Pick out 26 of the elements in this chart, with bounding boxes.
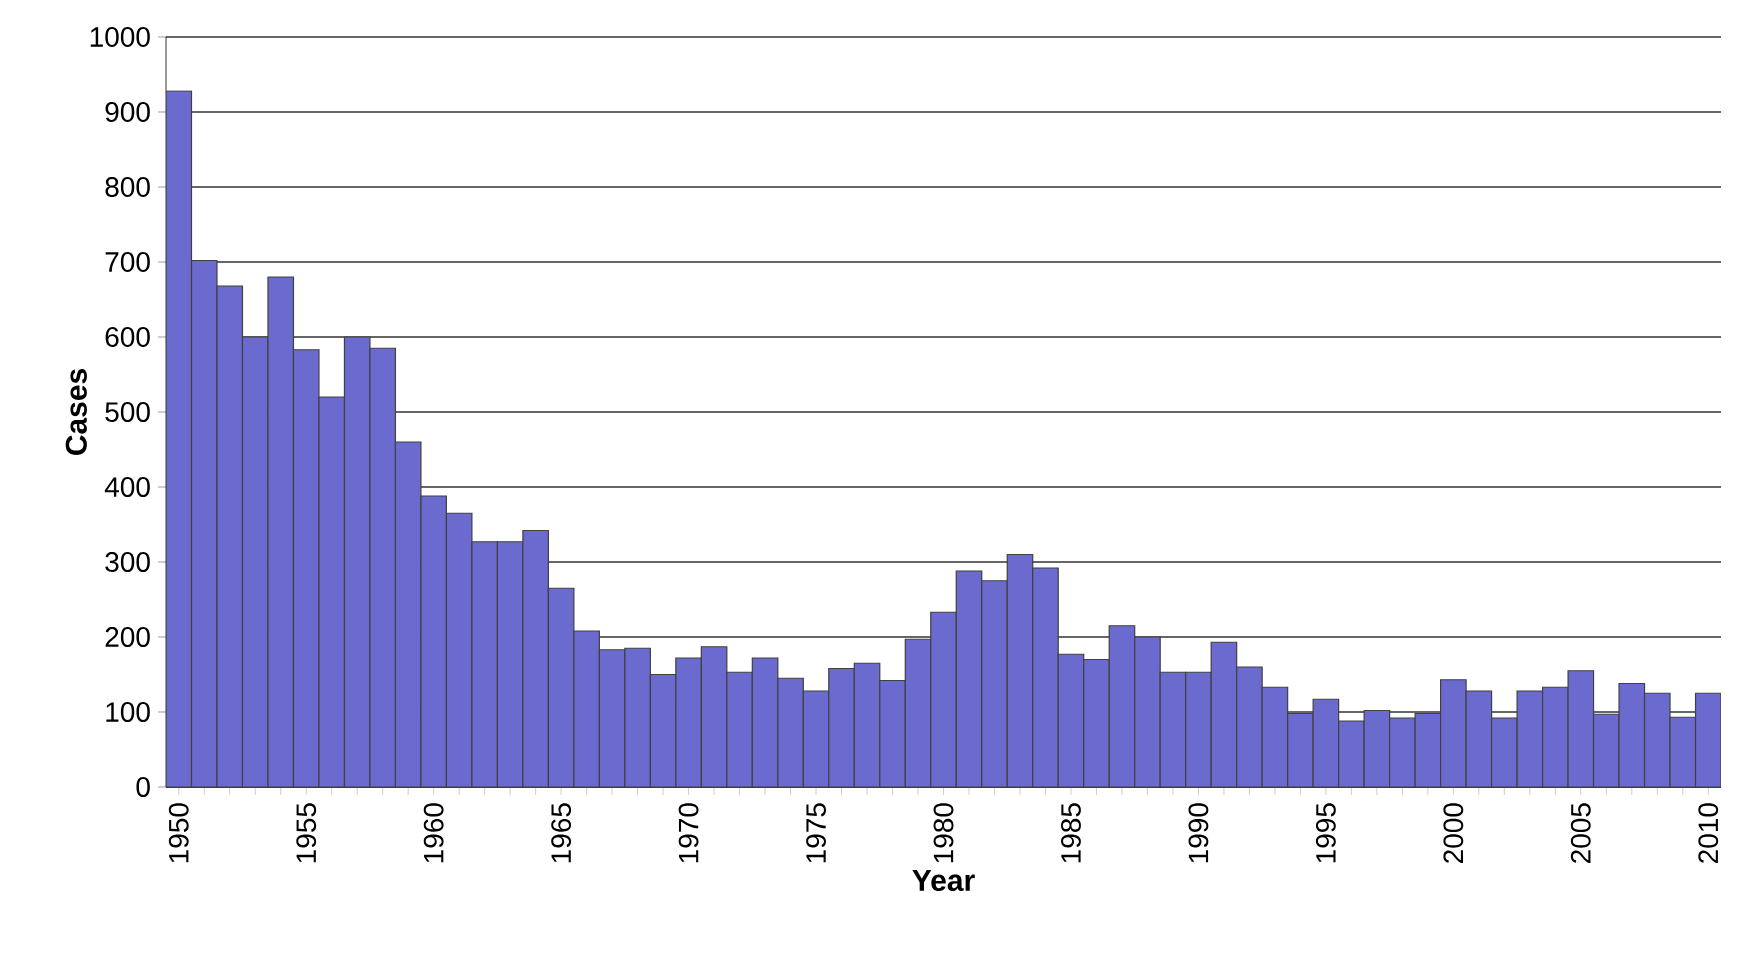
- x-tick-label: 1995: [1315, 803, 1336, 863]
- y-tick-label: 600: [105, 327, 150, 347]
- x-tick-label: 2005: [1570, 803, 1591, 863]
- x-tick-label: 1985: [1061, 803, 1081, 863]
- x-tick-label: 1990: [1188, 803, 1209, 863]
- y-tick-label: 400: [104, 477, 150, 497]
- x-tick-label: 1965: [551, 803, 572, 863]
- x-axis-title: Year: [912, 870, 975, 892]
- x-tick-label: 1950: [168, 803, 189, 863]
- x-tick-label: 1955: [296, 803, 317, 863]
- x-tick-label: 1975: [806, 803, 826, 863]
- x-tick-label: 2000: [1443, 803, 1464, 863]
- x-tick-label: 2010: [1698, 803, 1719, 863]
- y-tick-label: 0: [136, 777, 150, 797]
- y-tick-label: 300: [105, 552, 150, 572]
- x-tick-label: 1980: [933, 803, 954, 863]
- x-tick-label: 1970: [678, 803, 699, 863]
- x-tick-label: 1960: [423, 803, 444, 863]
- y-tick-label: 900: [105, 102, 150, 122]
- y-axis-title: Cases: [65, 369, 87, 455]
- y-tick-label: 500: [105, 402, 150, 422]
- y-tick-label: 700: [105, 252, 150, 272]
- y-tick-label: 800: [105, 177, 150, 197]
- y-tick-label: 100: [106, 702, 150, 722]
- y-tick-label: 200: [105, 627, 150, 647]
- y-tick-label: 1000: [90, 27, 150, 47]
